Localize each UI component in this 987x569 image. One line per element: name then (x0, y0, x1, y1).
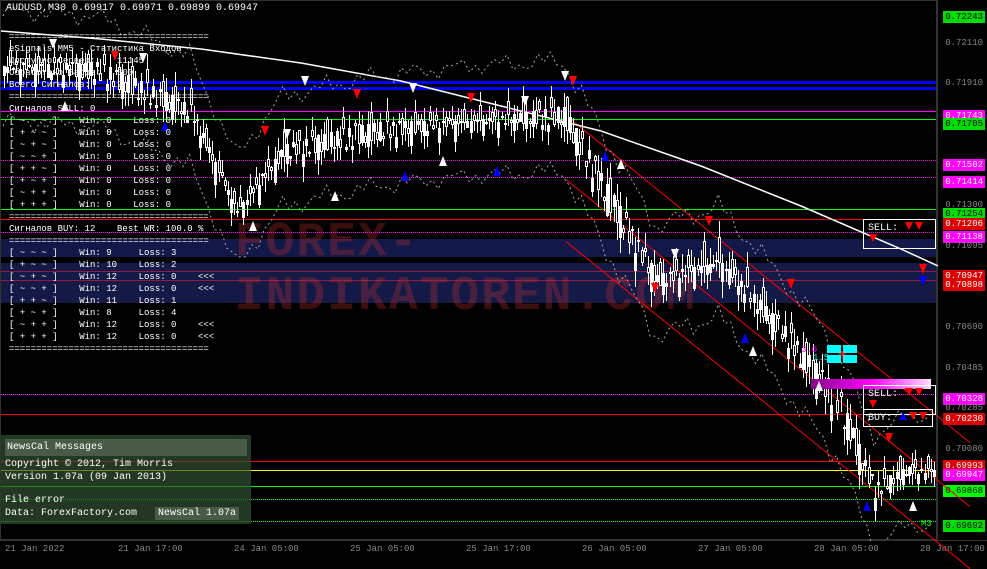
horizontal-line (1, 414, 936, 415)
signal-arrow (353, 89, 361, 99)
level-box (827, 345, 841, 353)
signal-arrow (863, 501, 871, 511)
signal-arrow (919, 264, 927, 274)
price-label: 0.70485 (943, 362, 985, 374)
price-label: 0.69947 (943, 469, 985, 481)
signal-arrow (249, 221, 257, 231)
price-label: 0.71705 (943, 118, 985, 130)
horizontal-line (1, 394, 936, 395)
signal-arrow (493, 166, 501, 176)
signal-arrow (331, 191, 339, 201)
signal-arrow (409, 83, 417, 93)
signal-arrow (521, 96, 529, 106)
level-label: 1.5 (813, 353, 829, 363)
signal-arrow (651, 283, 659, 293)
time-label: 25 Jan 17:00 (466, 544, 531, 554)
signal-arrow (815, 381, 823, 391)
price-label: 0.70230 (943, 413, 985, 425)
signal-arrow (741, 333, 749, 343)
price-label: 0.72243 (943, 11, 985, 23)
signal-arrow (261, 126, 269, 136)
signal-arrow (705, 216, 713, 226)
time-axis: 21 Jan 2022 21 Jan 17:00 24 Jan 05:00 25 Ja… (0, 540, 987, 555)
price-label: 0.71502 (943, 159, 985, 171)
signal-arrow (617, 159, 625, 169)
price-label: 0.71414 (943, 176, 985, 188)
signal-arrow (467, 93, 475, 103)
level-label: M3 (921, 519, 932, 529)
time-label: 26 Jan 05:00 (582, 544, 647, 554)
signal-arrow (885, 433, 893, 443)
price-label: 0.69692 (943, 520, 985, 532)
symbol-header: AUDUSD,M30 0.69917 0.69971 0.69899 0.699… (6, 3, 258, 14)
signal-arrow (919, 276, 927, 286)
signal-box: BUY: (863, 409, 933, 427)
time-label: 28 Jan 17:00 (920, 544, 985, 554)
level-box (843, 345, 857, 353)
signal-arrow (401, 171, 409, 181)
chart-area[interactable]: AUDUSD,M30 0.69917 0.69971 0.69899 0.699… (0, 0, 937, 540)
time-label: 21 Jan 2022 (5, 544, 64, 554)
signal-arrow (749, 346, 757, 356)
signal-arrow (301, 76, 309, 86)
time-label: 27 Jan 05:00 (698, 544, 763, 554)
price-label: 0.70898 (943, 279, 985, 291)
price-label: 0.71095 (943, 240, 985, 252)
time-label: 24 Jan 05:00 (234, 544, 299, 554)
signal-arrow (601, 151, 609, 161)
price-label: 0.70080 (943, 443, 985, 455)
time-label: 25 Jan 05:00 (350, 544, 415, 554)
price-label: 0.72110 (943, 37, 985, 49)
signal-arrow (909, 501, 917, 511)
signal-arrow (671, 249, 679, 259)
level-box (843, 355, 857, 363)
signal-arrow (439, 156, 447, 166)
price-axis: 0.722430.721100.719100.717430.717050.715… (937, 0, 987, 540)
price-label: 0.71910 (943, 77, 985, 89)
signal-box: SELL: (863, 219, 936, 249)
signal-arrow (561, 71, 569, 81)
price-label: 0.70690 (943, 321, 985, 333)
time-label: 21 Jan 17:00 (118, 544, 183, 554)
stats-panel: ===================================== eS… (9, 31, 214, 355)
signal-arrow (787, 279, 795, 289)
signal-arrow (569, 76, 577, 86)
news-title: NewsCal Messages (5, 439, 247, 456)
price-label: 0.71206 (943, 218, 985, 230)
time-label: 28 Jan 05:00 (814, 544, 879, 554)
news-panel: NewsCal Messages Copyright © 2012, Tim M… (1, 435, 251, 524)
signal-arrow (283, 129, 291, 139)
